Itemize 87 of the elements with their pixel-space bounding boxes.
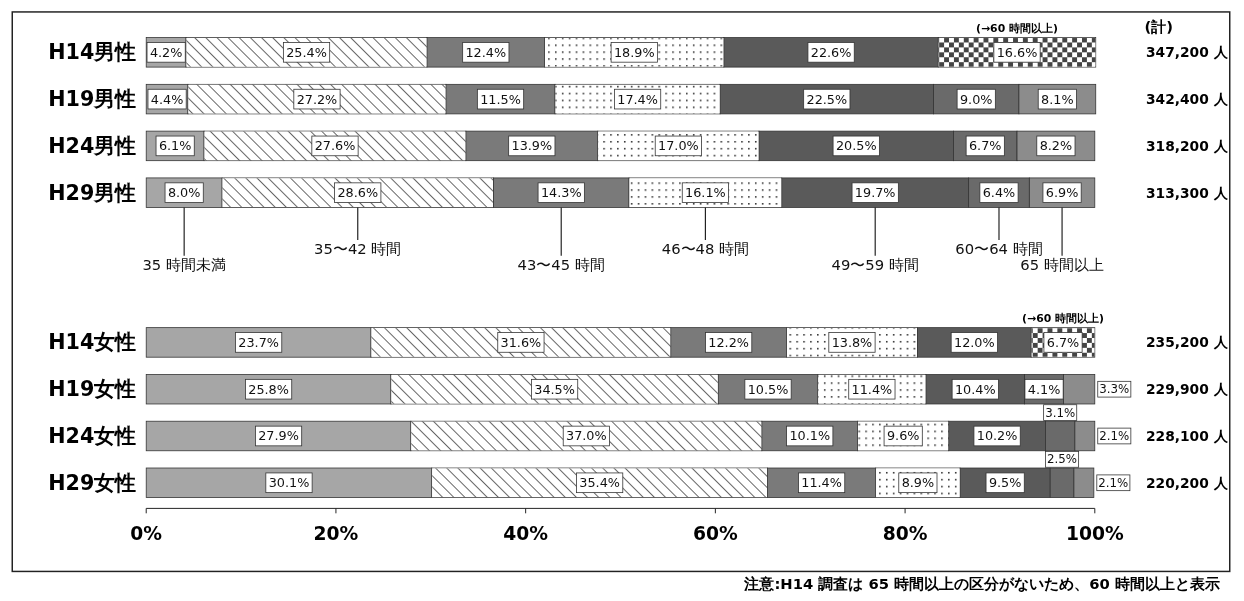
data-label: 2.5%	[1047, 452, 1078, 467]
y-tick-label: H24男性	[48, 133, 137, 158]
text: (計)	[1144, 17, 1174, 35]
data-label: 9.6%	[886, 428, 920, 444]
y-tick-label: H29女性	[48, 470, 137, 495]
text: 229,900 人	[1146, 381, 1229, 398]
data-label: 14.3%	[540, 185, 582, 201]
data-label: 27.6%	[314, 138, 356, 154]
data-label: 8.1%	[1041, 91, 1074, 107]
data-label: 10.1%	[789, 428, 831, 444]
data-label: 12.4%	[465, 44, 507, 60]
data-label: 11.4%	[801, 475, 842, 491]
text: 35 時間未満	[142, 255, 226, 273]
text: 347,200 人	[1146, 44, 1229, 61]
data-label: 19.7%	[854, 185, 896, 201]
x-tick-label: 0%	[130, 522, 163, 544]
text: 注意:H14 調査は 65 時間以上の区分がないため、60 時間以上と表示	[743, 575, 1220, 593]
data-label: 2.1%	[1098, 475, 1129, 490]
data-label: 8.9%	[901, 475, 935, 491]
x-tick-label: 40%	[503, 522, 549, 544]
data-label: 2.1%	[1099, 428, 1130, 443]
data-label: 27.2%	[296, 91, 338, 107]
x-tick-label: 100%	[1065, 522, 1124, 544]
y-tick-label: H14女性	[48, 330, 137, 355]
text: 342,400 人	[1146, 91, 1229, 108]
data-label: 3.1%	[1045, 405, 1076, 420]
text: 46〜48 時間	[661, 239, 750, 257]
data-label: 22.6%	[810, 44, 852, 60]
data-label: 13.8%	[831, 334, 873, 350]
text: (→60 時間以上)	[1022, 311, 1104, 325]
data-label: 27.9%	[258, 428, 299, 444]
data-label: 11.4%	[851, 381, 893, 397]
data-label: 18.9%	[613, 44, 655, 60]
data-label: 10.5%	[747, 381, 789, 397]
data-label: 12.2%	[708, 334, 749, 350]
y-tick-label: H14男性	[48, 40, 137, 65]
y-tick-label: H19女性	[48, 377, 137, 402]
text: 228,100 人	[1146, 427, 1229, 444]
data-label: 6.1%	[158, 138, 192, 154]
data-label: 9.0%	[959, 91, 993, 107]
y-tick-label: H24女性	[48, 423, 137, 448]
data-label: 23.7%	[238, 334, 279, 350]
data-label: 22.5%	[806, 91, 848, 107]
y-tick-label: H29男性	[48, 180, 137, 205]
data-label: 9.5%	[988, 475, 1022, 491]
data-label: 8.0%	[167, 185, 201, 201]
text: 43〜45 時間	[517, 255, 605, 273]
data-label: 17.0%	[658, 138, 699, 154]
y-tick-label: H19男性	[48, 87, 137, 112]
data-label: 8.2%	[1039, 138, 1073, 154]
text: 235,200 人	[1146, 334, 1229, 351]
data-label: 11.5%	[480, 91, 521, 107]
data-label: 25.4%	[286, 44, 327, 60]
text: 313,300 人	[1146, 184, 1229, 201]
series-label: (→60 時間以上)	[976, 21, 1058, 35]
text: 60〜64 時間	[955, 239, 1043, 257]
data-label: 20.5%	[835, 138, 877, 154]
data-label: 12.0%	[954, 334, 995, 350]
data-label: 6.9%	[1045, 185, 1079, 201]
data-label: 3.3%	[1099, 382, 1130, 397]
x-tick-label: 20%	[313, 522, 359, 544]
data-label: 4.2%	[149, 44, 183, 60]
data-label: 6.4%	[982, 185, 1016, 201]
data-label: 35.4%	[579, 475, 620, 491]
data-label: 34.5%	[534, 381, 575, 397]
data-label: 4.1%	[1027, 381, 1061, 397]
text: 220,200 人	[1146, 474, 1229, 491]
x-tick-label: 60%	[692, 522, 738, 544]
data-label: 37.0%	[566, 428, 607, 444]
data-label: 4.4%	[150, 91, 184, 107]
text: 65 時間以上	[1020, 255, 1104, 273]
data-label: 13.9%	[511, 138, 553, 154]
text: 49〜59 時間	[831, 255, 919, 273]
data-label: 30.1%	[268, 475, 310, 491]
text: 35〜42 時間	[314, 239, 402, 257]
data-label: 17.4%	[617, 91, 658, 107]
data-label: 28.6%	[337, 185, 379, 201]
text: 318,200 人	[1146, 137, 1229, 154]
data-label: 6.7%	[968, 138, 1002, 154]
data-label: 16.6%	[996, 44, 1038, 60]
data-label: 10.4%	[954, 381, 996, 397]
data-label: 25.8%	[248, 381, 289, 397]
data-label: 6.7%	[1046, 334, 1080, 350]
x-tick-label: 80%	[882, 522, 928, 544]
data-label: 31.6%	[500, 334, 542, 350]
data-label: 10.2%	[976, 428, 1018, 444]
data-label: 16.1%	[685, 185, 726, 201]
